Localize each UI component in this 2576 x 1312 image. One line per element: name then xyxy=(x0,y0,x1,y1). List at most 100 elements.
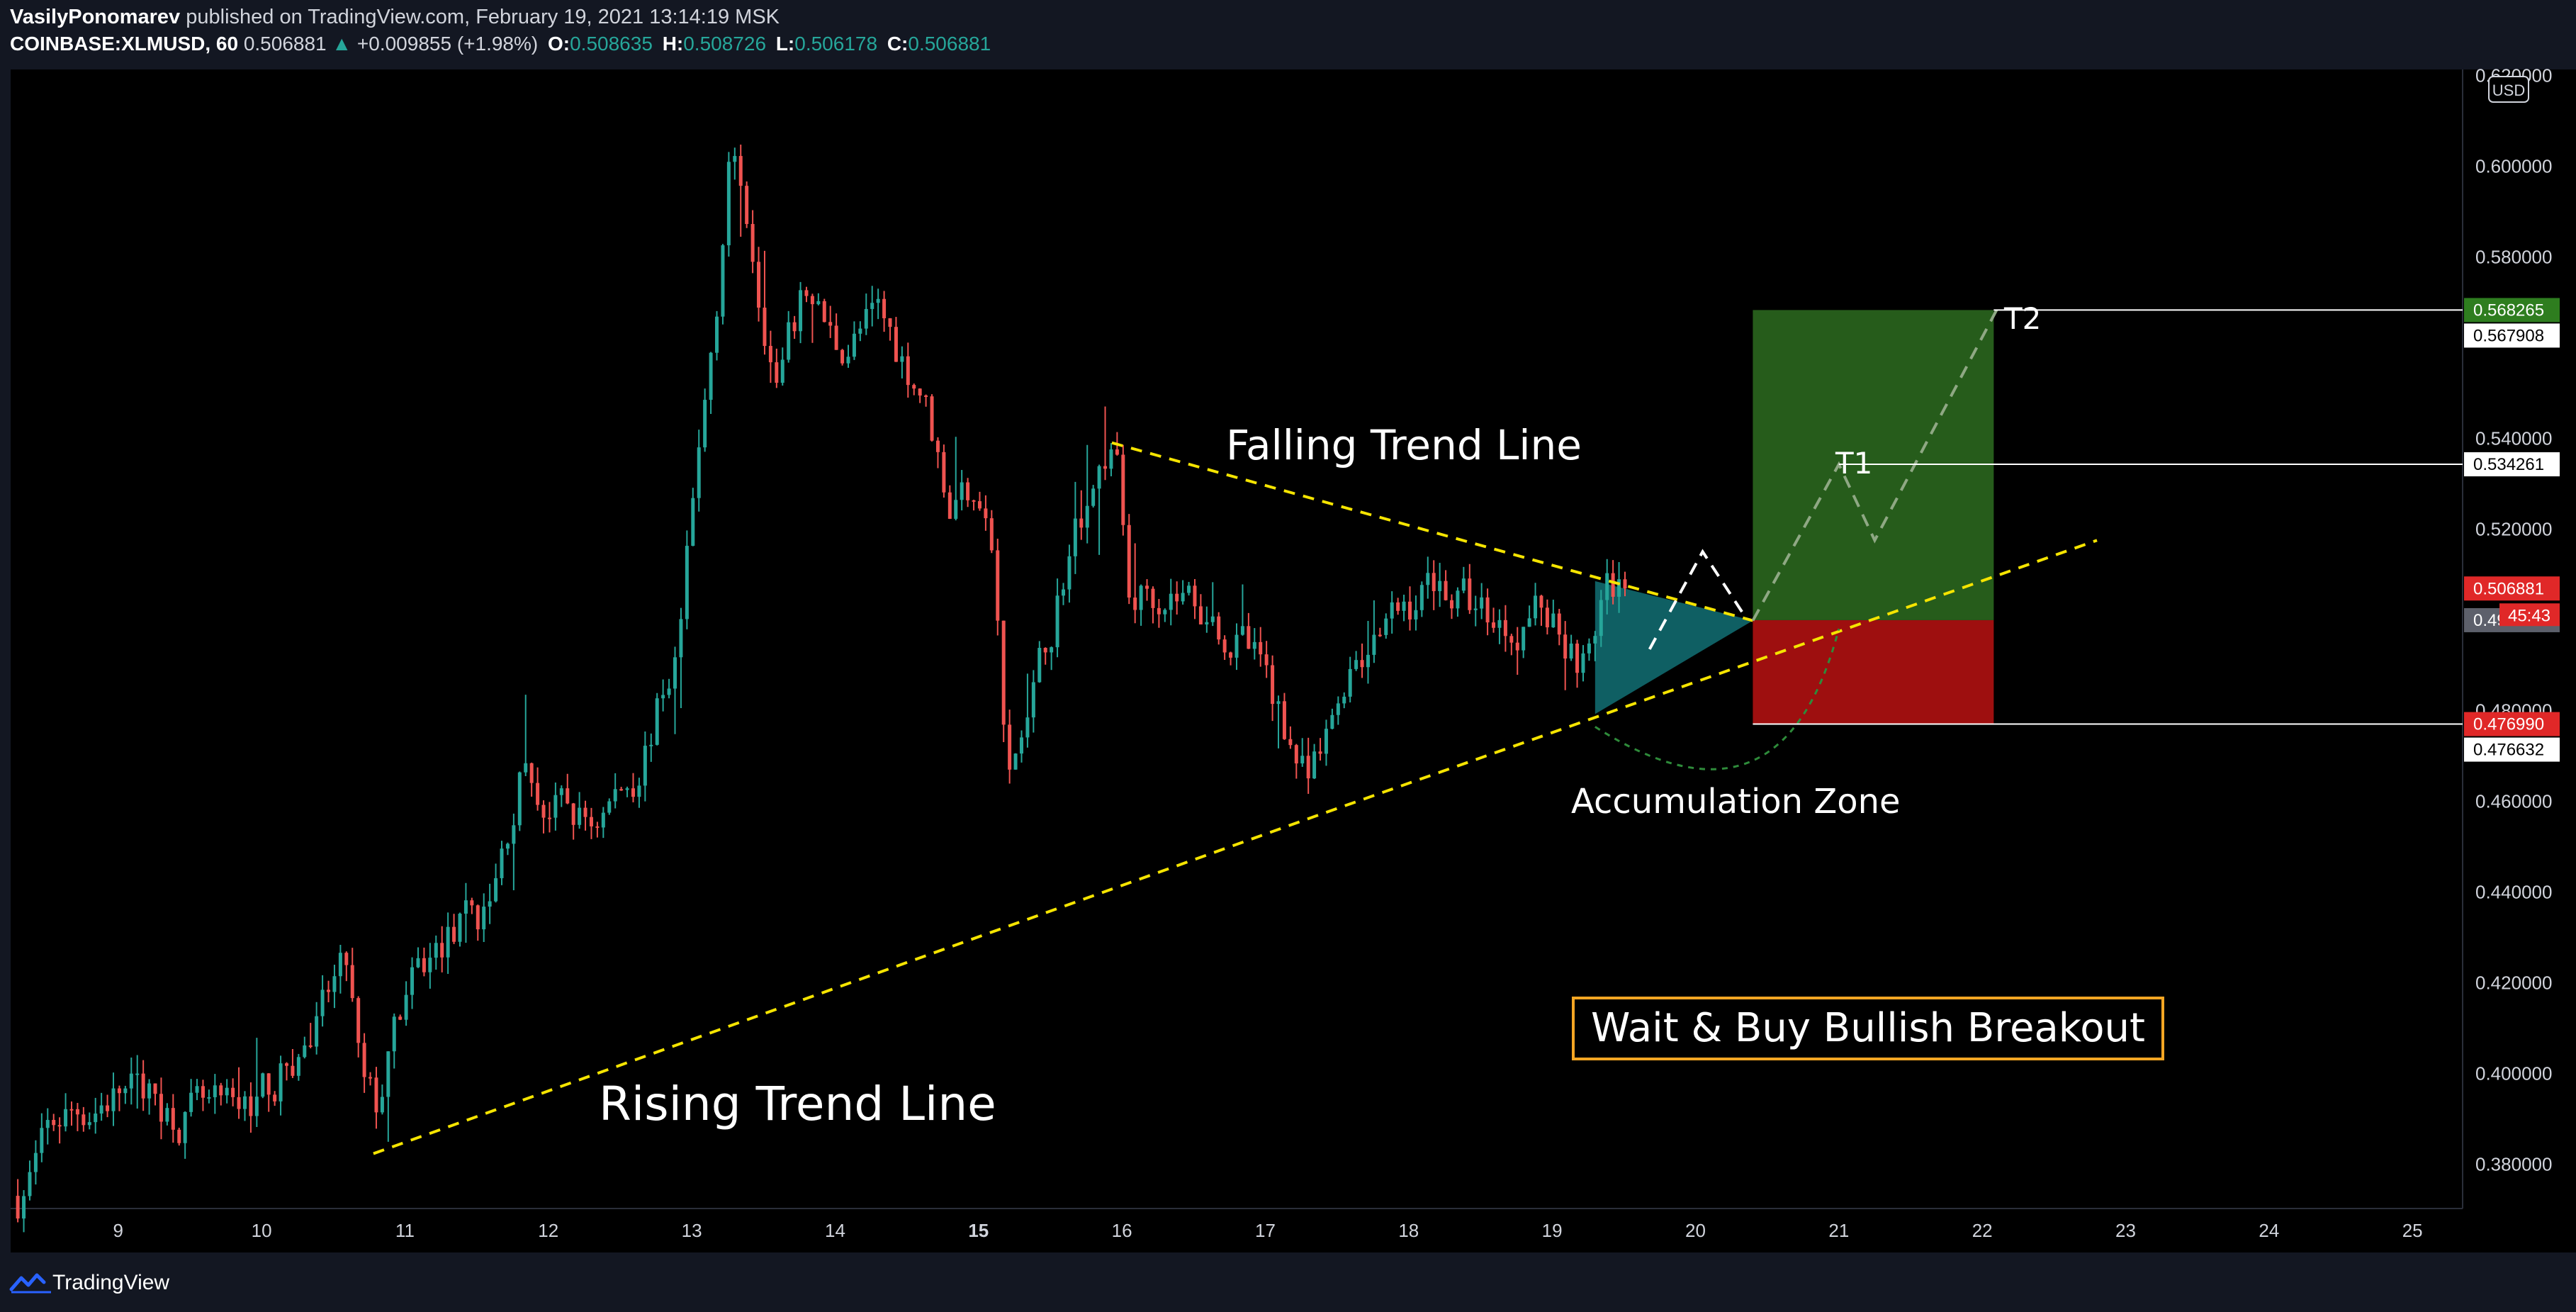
countdown-box xyxy=(2499,603,2560,627)
candle-body xyxy=(1575,643,1580,673)
candle-body xyxy=(434,943,438,958)
candle-body xyxy=(64,1109,68,1127)
candle-body xyxy=(296,1057,300,1076)
candle-body xyxy=(655,698,659,745)
price-label-box xyxy=(2464,737,2560,762)
author-name[interactable]: VasilyPonomarev xyxy=(10,6,181,28)
candle-body xyxy=(524,763,528,773)
candle-body xyxy=(1509,636,1514,643)
candle-body xyxy=(470,900,474,906)
candle-body xyxy=(1205,622,1209,624)
candle-body xyxy=(189,1092,193,1112)
y-tick-label: 0.600000 xyxy=(2475,155,2552,176)
chart-header: VasilyPonomarev published on TradingView… xyxy=(0,0,2576,65)
candle-body xyxy=(1366,654,1370,668)
candle-body xyxy=(285,1063,289,1066)
candle-body xyxy=(195,1086,199,1093)
candle-body xyxy=(924,395,928,397)
candle-body xyxy=(852,333,856,357)
candle-body xyxy=(763,308,767,347)
symbol-label[interactable]: COINBASE:XLMUSD, 60 xyxy=(10,33,239,55)
price-chart[interactable]: Falling Trend Line Rising Trend Line Accum… xyxy=(0,65,2576,1252)
price-label-box xyxy=(2464,576,2560,601)
y-tick-label: 0.380000 xyxy=(2475,1153,2552,1174)
candle-body xyxy=(1318,751,1322,754)
candle-body xyxy=(225,1087,229,1096)
candle-body xyxy=(1527,618,1531,627)
price-scale[interactable] xyxy=(2463,69,2576,1252)
candle-body xyxy=(571,803,575,825)
accumulation-triangle xyxy=(1594,581,1753,714)
candle-body xyxy=(1617,579,1621,597)
candle-body xyxy=(1073,518,1077,556)
candle-body xyxy=(338,953,342,977)
candle-body xyxy=(685,546,689,619)
callout-box xyxy=(1572,997,2164,1060)
candle-body xyxy=(1372,634,1376,655)
candle-body xyxy=(679,619,683,658)
candle-body xyxy=(153,1083,157,1094)
candle-body xyxy=(177,1129,181,1143)
candles xyxy=(16,144,1627,1233)
candle-body xyxy=(697,447,701,498)
candle-body xyxy=(1426,573,1430,585)
candle-body xyxy=(799,290,803,332)
candle-body xyxy=(40,1128,44,1153)
candle-body xyxy=(1324,729,1328,754)
candle-body xyxy=(201,1086,205,1098)
tradingview-logo-icon[interactable] xyxy=(9,1268,54,1296)
candle-body xyxy=(261,1073,265,1097)
candle-body xyxy=(320,989,325,1016)
candle-body xyxy=(1300,756,1305,764)
candle-body xyxy=(822,301,826,323)
candle-body xyxy=(529,763,534,783)
candle-body xyxy=(446,926,450,958)
open-label: O: xyxy=(548,33,570,55)
candle-body xyxy=(613,789,617,802)
candle-body xyxy=(1001,620,1006,725)
candle-body xyxy=(1456,590,1460,609)
candle-body xyxy=(553,795,558,818)
candle-body xyxy=(1252,641,1256,649)
candle-body xyxy=(57,1125,62,1127)
candle-body xyxy=(1563,634,1568,659)
low-value: 0.506178 xyxy=(794,33,878,55)
candle-body xyxy=(566,788,570,804)
candle-body xyxy=(547,817,551,819)
reaccumulation-curve xyxy=(1594,628,1840,770)
candle-body xyxy=(1623,579,1627,589)
candle-body xyxy=(213,1085,217,1097)
candle-body xyxy=(858,328,862,334)
candle-body xyxy=(1551,613,1556,628)
candle-body xyxy=(619,789,624,791)
candle-body xyxy=(303,1045,307,1058)
candle-body xyxy=(942,452,946,493)
x-tick-label: 21 xyxy=(1828,1220,1849,1241)
candle-body xyxy=(1210,616,1215,622)
candle-body xyxy=(350,965,354,999)
candle-body xyxy=(1360,660,1364,668)
target-projection xyxy=(1751,309,1998,622)
candle-body xyxy=(1019,737,1023,754)
tradingview-brand[interactable]: TradingView xyxy=(52,1271,170,1294)
candle-body xyxy=(1312,751,1317,779)
candle-body xyxy=(607,801,612,813)
time-scale[interactable] xyxy=(11,1209,2463,1252)
candle-body xyxy=(392,1016,396,1052)
candle-body xyxy=(1271,665,1275,705)
candle-body xyxy=(726,162,731,246)
candle-body xyxy=(1276,701,1281,705)
candle-body xyxy=(416,958,420,968)
candle-body xyxy=(1534,595,1538,619)
x-tick-label: 19 xyxy=(1542,1220,1563,1241)
candle-body xyxy=(422,958,426,972)
candle-body xyxy=(846,357,850,364)
candle-body xyxy=(362,1043,366,1077)
candle-body xyxy=(1336,703,1340,715)
candle-body xyxy=(1539,595,1543,608)
candle-body xyxy=(1145,585,1149,589)
candle-body xyxy=(254,1097,259,1116)
y-tick-label: 0.420000 xyxy=(2475,972,2552,993)
candle-body xyxy=(637,785,641,797)
candle-body xyxy=(1109,449,1113,469)
